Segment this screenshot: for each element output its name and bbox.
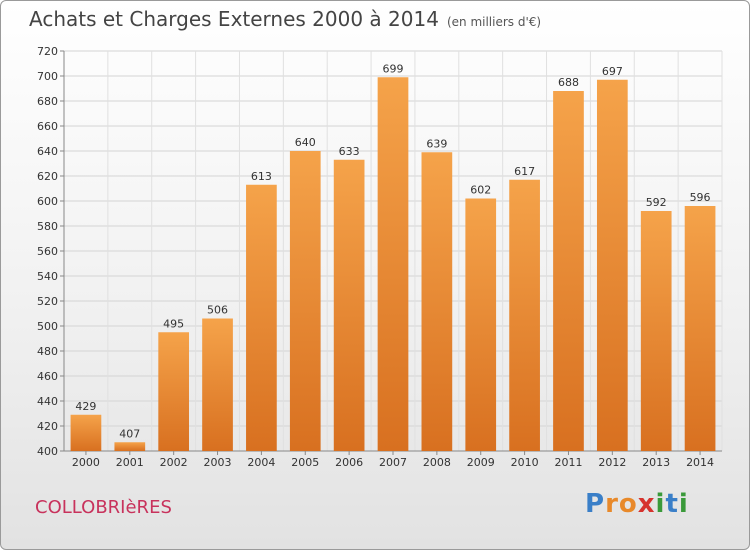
data-label: 592 — [646, 196, 667, 209]
proxiti-logo: Proxiti — [585, 489, 689, 519]
x-tick-label: 2008 — [423, 456, 451, 469]
bar — [421, 152, 453, 451]
x-tick-label: 2005 — [291, 456, 319, 469]
data-label: 640 — [295, 136, 316, 149]
bar — [640, 211, 672, 451]
data-label: 407 — [119, 427, 140, 440]
y-tick-label: 620 — [37, 170, 58, 183]
chart-subtitle: (en milliers d'€) — [446, 15, 542, 29]
x-tick-label: 2000 — [72, 456, 100, 469]
y-tick-label: 400 — [37, 445, 58, 458]
x-tick-label: 2014 — [686, 456, 714, 469]
x-tick-label: 2001 — [116, 456, 144, 469]
chart-title-text: Achats et Charges Externes 2000 à 2014 — [29, 7, 439, 31]
y-tick-label: 540 — [37, 270, 58, 283]
logo-letter: t — [665, 489, 679, 519]
data-label: 613 — [251, 170, 272, 183]
data-label: 639 — [426, 137, 447, 150]
logo-letter: o — [618, 489, 638, 519]
data-label: 602 — [470, 184, 491, 197]
y-tick-label: 640 — [37, 145, 58, 158]
y-tick-label: 600 — [37, 195, 58, 208]
y-tick-label: 680 — [37, 95, 58, 108]
bar — [202, 318, 233, 451]
data-label: 429 — [75, 400, 96, 413]
bar — [114, 442, 146, 451]
logo-letter: P — [585, 489, 606, 519]
bar — [596, 79, 628, 451]
x-tick-label: 2002 — [160, 456, 188, 469]
x-tick-label: 2012 — [598, 456, 626, 469]
bar — [246, 184, 277, 451]
bar — [509, 179, 540, 451]
data-label: 596 — [690, 191, 711, 204]
y-tick-label: 720 — [37, 45, 58, 58]
bar — [289, 151, 321, 451]
bar — [465, 198, 497, 451]
bar — [333, 159, 365, 451]
data-label: 633 — [339, 145, 360, 158]
bar — [553, 91, 584, 451]
y-tick-label: 440 — [37, 395, 58, 408]
place-name: COLLOBRIèRES — [35, 497, 172, 518]
logo-letter: x — [637, 489, 656, 519]
y-tick-label: 520 — [37, 295, 58, 308]
logo-letter: r — [605, 489, 619, 519]
bar — [70, 414, 102, 451]
data-label: 495 — [163, 317, 184, 330]
bar — [158, 332, 190, 451]
data-label: 699 — [383, 62, 404, 75]
data-label: 697 — [602, 65, 623, 78]
logo-letter: i — [655, 489, 666, 519]
x-tick-label: 2006 — [335, 456, 363, 469]
chart-title: Achats et Charges Externes 2000 à 2014 (e… — [29, 7, 541, 31]
y-tick-label: 500 — [37, 320, 58, 333]
y-tick-label: 420 — [37, 420, 58, 433]
x-tick-label: 2011 — [554, 456, 582, 469]
y-tick-label: 580 — [37, 220, 58, 233]
data-labels: 429 407 495 506 613 640 633 699 639 602 617 688 697 5… — [75, 62, 710, 440]
x-tick-label: 2003 — [204, 456, 232, 469]
y-tick-label: 460 — [37, 370, 58, 383]
data-label: 617 — [514, 165, 535, 178]
x-tick-label: 2007 — [379, 456, 407, 469]
data-label: 688 — [558, 76, 579, 89]
x-tick-label: 2013 — [642, 456, 670, 469]
y-tick-label: 480 — [37, 345, 58, 358]
x-tick-label: 2004 — [247, 456, 275, 469]
logo-letter: i — [678, 489, 689, 519]
y-tick-label: 700 — [37, 70, 58, 83]
y-tick-label: 560 — [37, 245, 58, 258]
x-tick-label: 2010 — [511, 456, 539, 469]
bar — [684, 206, 716, 451]
data-label: 506 — [207, 304, 228, 317]
y-tick-label: 660 — [37, 120, 58, 133]
bar — [377, 77, 409, 451]
bars — [70, 77, 716, 451]
x-tick-label: 2009 — [467, 456, 495, 469]
